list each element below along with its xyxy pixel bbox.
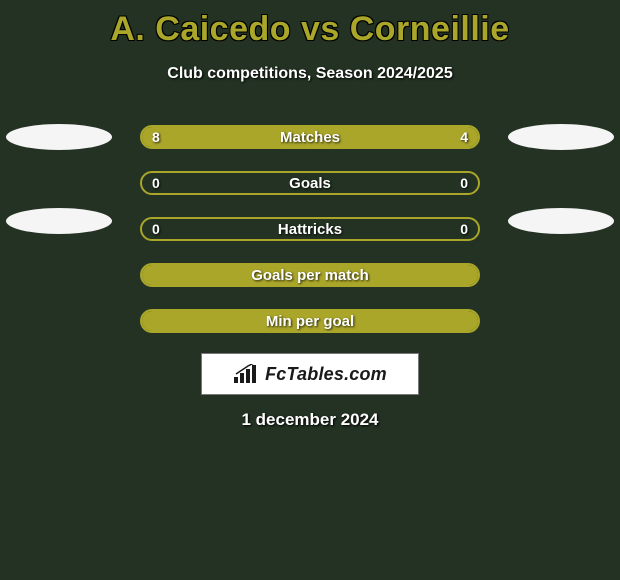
stat-row: Goals per match [0, 258, 620, 304]
stat-bar: Min per goal [140, 309, 480, 333]
player-left-ellipse [6, 124, 112, 150]
stat-label: Goals [142, 173, 478, 193]
stat-value-left: 0 [152, 173, 160, 193]
stat-bar: 84Matches [140, 125, 480, 149]
stat-bar: Goals per match [140, 263, 480, 287]
date-label: 1 december 2024 [0, 410, 620, 430]
brand-label: FcTables.com [265, 364, 387, 385]
stat-row: 0 0Goals [0, 166, 620, 212]
bar-fill-left [142, 311, 478, 331]
stat-row: 84Matches [0, 120, 620, 166]
stat-value-left: 0 [152, 219, 160, 239]
bar-fill-right [366, 127, 478, 147]
bar-fill-left [142, 127, 366, 147]
page-title: A. Caicedo vs Corneillie [0, 0, 620, 49]
subtitle: Club competitions, Season 2024/2025 [0, 65, 620, 83]
player-right-ellipse [508, 124, 614, 150]
bar-chart-icon [233, 364, 259, 384]
stat-row: 0 0Hattricks [0, 212, 620, 258]
stat-value-right: 0 [460, 219, 468, 239]
stat-row: Min per goal [0, 304, 620, 350]
stat-bar: 0 0Goals [140, 171, 480, 195]
stat-label: Hattricks [142, 219, 478, 239]
bar-fill-left [142, 265, 478, 285]
comparison-chart: 84Matches00Goals00HattricksGoals per mat… [0, 120, 620, 350]
stat-value-right: 0 [460, 173, 468, 193]
stat-bar: 0 0Hattricks [140, 217, 480, 241]
brand-box: FcTables.com [201, 353, 419, 395]
